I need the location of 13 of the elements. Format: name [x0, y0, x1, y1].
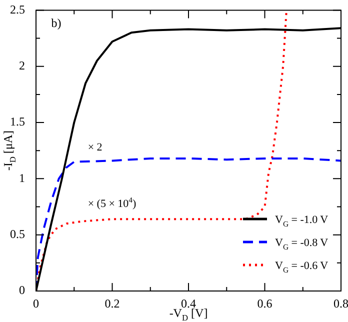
y-axis-title: -ID [μA]	[1, 130, 18, 171]
annotation: × 2	[88, 142, 102, 154]
y-tick-label: 0.5	[10, 226, 25, 241]
y-tick-label: 0	[19, 283, 25, 298]
x-tick-label: 0.2	[104, 296, 120, 310]
x-tick-label: 0.8	[334, 296, 348, 310]
y-tick-label: 2	[19, 58, 25, 73]
y-tick-label: 2.5	[10, 2, 25, 16]
x-tick-label: 0	[33, 296, 39, 310]
x-tick-label: 0.6	[257, 296, 272, 310]
annotation: b)	[51, 16, 62, 30]
y-tick-label: 1.5	[10, 114, 25, 129]
y-tick-label: 1	[19, 170, 25, 185]
